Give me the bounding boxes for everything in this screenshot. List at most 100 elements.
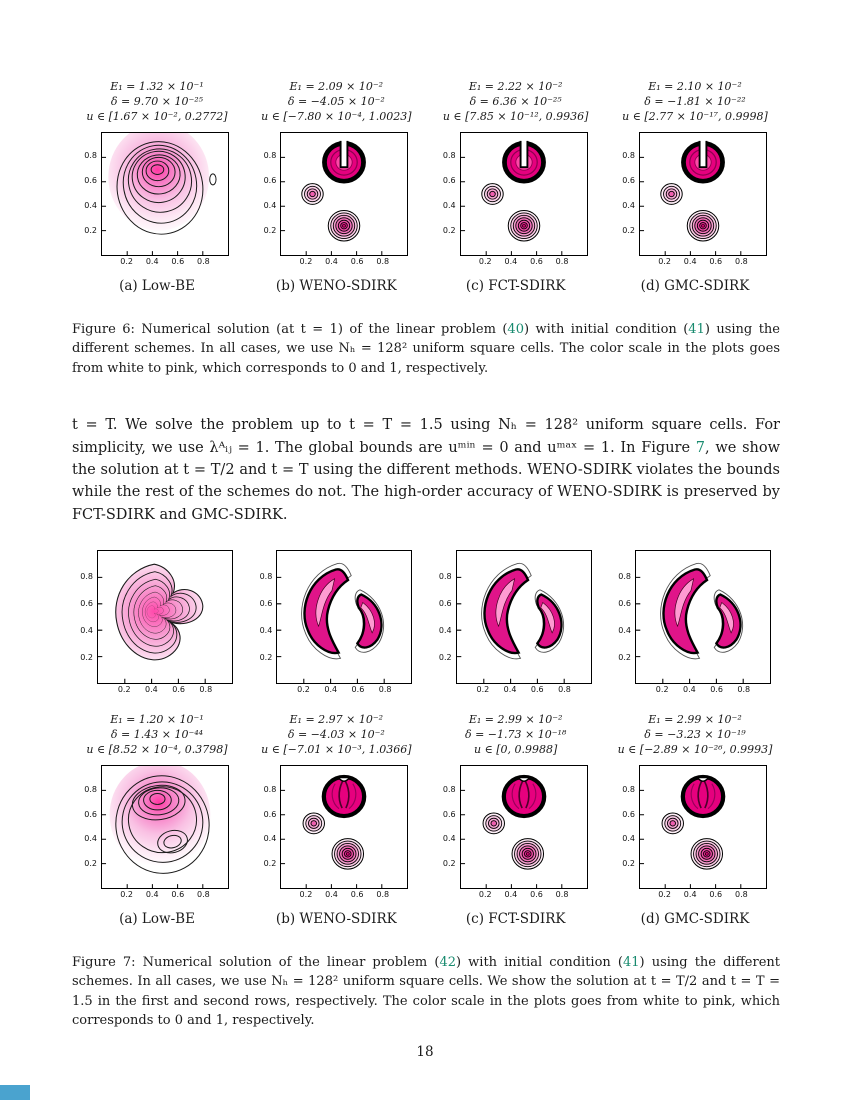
y-tick-label: 0.6 (263, 809, 277, 819)
plot-stats: E₁ = 1.20 × 10⁻¹ δ = 1.43 × 10⁻⁴⁴ u ∈ [8.5… (86, 713, 227, 758)
y-tick-label: 0.4 (618, 625, 631, 635)
x-tick-label: 0.2 (120, 889, 133, 899)
x-axis: 0.2 0.4 0.6 0.8 (280, 889, 408, 902)
y-tick-label: 0.6 (80, 598, 93, 608)
x-tick-label: 0.6 (530, 685, 544, 695)
axis-tick-marks (639, 789, 742, 888)
plot-label: (d) GMC-SDIRK (640, 277, 750, 294)
x-tick-label: 0.6 (351, 685, 365, 695)
plot-area (276, 550, 413, 685)
ref-link[interactable]: 41 (688, 321, 705, 337)
x-tick-label: 0.8 (735, 889, 748, 899)
stat-error-e1: E₁ = 2.99 × 10⁻² (648, 713, 742, 727)
plot-stats: E₁ = 1.32 × 10⁻¹ δ = 9.70 × 10⁻²⁵ u ∈ [1.6… (86, 80, 227, 125)
plot-frame: 0.2 0.4 0.6 0.8 0.2 0.4 0.6 0.8 (264, 764, 409, 902)
axis-tick-marks (456, 577, 565, 684)
x-axis: 0.2 0.4 0.6 0.8 (639, 256, 767, 269)
text-run: Figure 6: Numerical solution (at t = 1) … (72, 321, 508, 337)
text-run: ) using the different schemes. In all ca… (72, 321, 780, 376)
y-tick-label: 0.6 (84, 176, 97, 186)
stat-u-range: u ∈ [1.67 × 10⁻², 0.2772] (86, 109, 228, 123)
stat-error-e1: E₁ = 1.32 × 10⁻¹ (110, 80, 204, 93)
plot-area (280, 764, 409, 889)
plot-frame: 0.2 0.4 0.6 0.8 0.2 0.4 0.6 0.8 (260, 550, 413, 697)
ref-link[interactable]: 42 (439, 954, 456, 970)
contour-canvas (281, 133, 383, 255)
y-tick-label: 0.6 (622, 809, 635, 819)
y-tick-label: 0.8 (618, 572, 631, 582)
y-tick-label: 0.8 (84, 151, 97, 161)
x-tick-label: 0.4 (503, 685, 517, 695)
contour-plot: E₁ = 2.10 × 10⁻² δ = −1.81 × 10⁻²² u ∈ [2.… (610, 80, 780, 294)
y-tick-label: 0.8 (263, 784, 277, 794)
contour-plot: 0.2 0.4 0.6 0.8 0.2 0.4 0.6 0.8 (610, 550, 780, 697)
x-tick-label: 0.8 (378, 685, 392, 695)
axis-tick-marks (460, 789, 562, 888)
page-content: E₁ = 1.32 × 10⁻¹ δ = 9.70 × 10⁻²⁵ u ∈ [1.6… (72, 80, 780, 1031)
x-tick-label: 0.6 (530, 889, 543, 899)
contour-canvas (456, 551, 591, 684)
x-tick-label: 0.4 (683, 889, 697, 899)
figure7-row-2: E₁ = 1.20 × 10⁻¹ δ = 1.43 × 10⁻⁴⁴ u ∈ [8.5… (72, 713, 780, 927)
stat-delta: δ = −1.73 × 10⁻¹⁸ (464, 728, 567, 742)
ref-link[interactable]: 41 (622, 954, 640, 970)
x-tick-label: 0.2 (297, 685, 310, 695)
contour-plot: E₁ = 1.32 × 10⁻¹ δ = 9.70 × 10⁻²⁵ u ∈ [1.6… (72, 80, 242, 294)
x-axis: 0.2 0.4 0.6 0.8 (639, 889, 767, 902)
y-tick-label: 0.2 (263, 859, 277, 869)
contour-canvas (635, 551, 770, 684)
x-tick-label: 0.2 (655, 685, 669, 695)
plot-label: (b) WENO-SDIRK (275, 277, 397, 294)
axis-tick-marks (460, 156, 562, 255)
plot-area (459, 131, 588, 256)
figure-7: 0.2 0.4 0.6 0.8 0.2 0.4 0.6 0.8 0.2 0.4 0.6 0.8 0.2 0… (72, 550, 780, 1031)
contour-canvas (460, 766, 562, 888)
plot-frame: 0.2 0.4 0.6 0.8 0.2 0.4 0.6 0.8 (264, 131, 409, 269)
plot-area (280, 131, 409, 256)
contour-plot: E₁ = 2.99 × 10⁻² δ = −1.73 × 10⁻¹⁸ u ∈ [0,… (431, 713, 601, 927)
plot-area (97, 550, 233, 685)
text-run: ) using the different schemes. In all ca… (72, 954, 781, 1029)
stat-delta: δ = −4.03 × 10⁻² (287, 728, 385, 742)
text-run: ) with initial condition ( (523, 321, 689, 337)
stat-error-e1: E₁ = 2.10 × 10⁻² (648, 80, 742, 93)
y-tick-label: 0.4 (259, 625, 273, 635)
x-tick-label: 0.2 (120, 256, 133, 266)
x-tick-label: 0.4 (324, 685, 338, 695)
x-axis: 0.2 0.4 0.6 0.8 (460, 889, 588, 902)
x-tick-label: 0.6 (171, 256, 185, 266)
y-axis: 0.2 0.4 0.6 0.8 (439, 132, 458, 256)
ref-link[interactable]: 7 (695, 439, 706, 456)
axis-tick-marks (639, 156, 742, 255)
ref-link[interactable]: 40 (507, 321, 524, 337)
y-tick-label: 0.8 (442, 151, 456, 161)
x-axis: 0.2 0.4 0.6 0.8 (456, 684, 592, 697)
y-tick-label: 0.8 (622, 151, 635, 161)
plot-stats: E₁ = 2.99 × 10⁻² δ = −1.73 × 10⁻¹⁸ u ∈ [0,… (465, 713, 566, 758)
x-axis: 0.2 0.4 0.6 0.8 (101, 889, 229, 902)
x-tick-label: 0.2 (658, 256, 671, 266)
contour-plot: E₁ = 2.09 × 10⁻² δ = −4.05 × 10⁻² u ∈ [−7.… (251, 80, 421, 294)
x-tick-label: 0.4 (325, 256, 338, 266)
x-tick-label: 0.6 (530, 256, 543, 266)
y-axis: 0.2 0.4 0.6 0.8 (435, 550, 454, 684)
x-tick-label: 0.4 (145, 256, 159, 266)
stat-error-e1: E₁ = 2.09 × 10⁻² (289, 80, 384, 93)
y-tick-label: 0.4 (438, 625, 452, 635)
stat-delta: δ = 6.36 × 10⁻²⁵ (469, 94, 562, 108)
y-tick-label: 0.2 (622, 859, 635, 869)
text-run: ) with initial condition ( (455, 954, 623, 970)
x-tick-label: 0.4 (683, 685, 696, 695)
plot-label: (d) GMC-SDIRK (640, 910, 750, 927)
y-axis: 0.2 0.4 0.6 0.8 (618, 765, 637, 889)
y-tick-label: 0.6 (622, 176, 635, 186)
figure7-row-1: 0.2 0.4 0.6 0.8 0.2 0.4 0.6 0.8 0.2 0.4 0.6 0.8 0.2 0… (72, 550, 780, 697)
x-tick-label: 0.4 (504, 889, 518, 899)
y-axis: 0.2 0.4 0.6 0.8 (439, 765, 458, 889)
plot-frame: 0.2 0.4 0.6 0.8 0.2 0.4 0.6 0.8 (439, 550, 592, 697)
y-tick-label: 0.6 (442, 176, 456, 186)
y-tick-label: 0.2 (442, 859, 456, 869)
stat-error-e1: E₁ = 2.99 × 10⁻² (468, 713, 563, 727)
contour-plot: 0.2 0.4 0.6 0.8 0.2 0.4 0.6 0.8 (251, 550, 421, 697)
plot-label: (a) Low-BE (119, 910, 195, 927)
